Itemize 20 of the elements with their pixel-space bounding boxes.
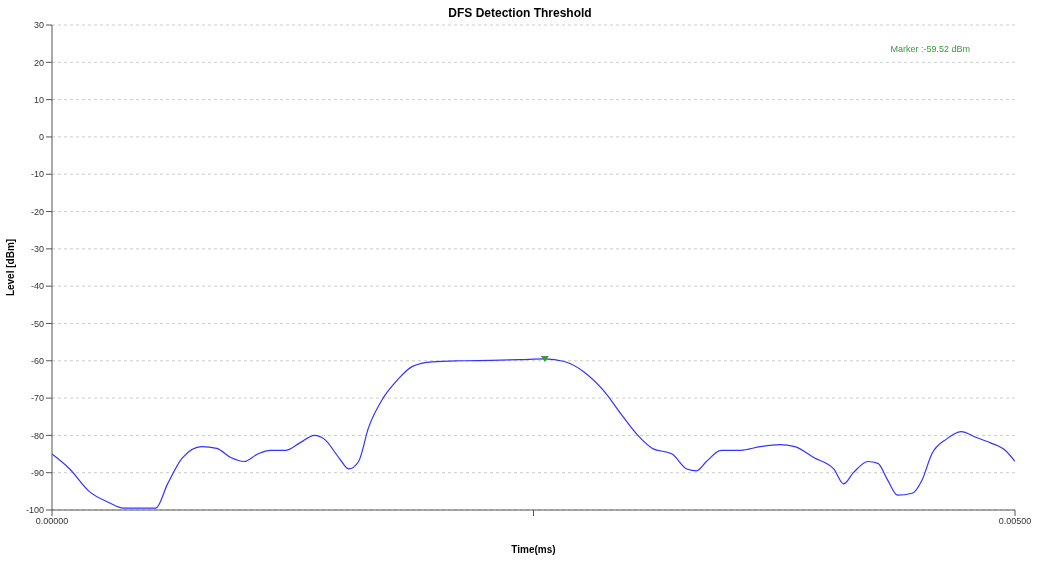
y-tick-label: -30 [30, 244, 44, 255]
y-tick-label: 0 [38, 132, 44, 143]
y-tick-label: -70 [30, 393, 44, 404]
y-tick-label: 10 [33, 94, 44, 105]
annotation: Marker :-59.52 dBm [890, 44, 970, 54]
y-tick-label: -100 [25, 505, 44, 516]
y-tick-label: -10 [30, 169, 44, 180]
y-tick-label: 30 [33, 20, 44, 31]
y-tick-label: 20 [33, 57, 44, 68]
y-axis-title: Level [dBm] [4, 238, 16, 297]
y-tick-label: -40 [30, 281, 44, 292]
x-tick-label: 0.00500 [998, 516, 1032, 527]
chart-title: DFS Detection Threshold [447, 6, 593, 20]
x-axis-title: Time(ms) [511, 544, 556, 555]
y-tick-label: -90 [30, 467, 44, 478]
y-tick-label: -60 [30, 355, 44, 366]
y-tick-label: -80 [30, 430, 44, 441]
x-tick-label: 0.00000 [35, 516, 69, 527]
y-tick-label: -20 [30, 206, 44, 217]
y-tick-label: -50 [30, 318, 44, 329]
